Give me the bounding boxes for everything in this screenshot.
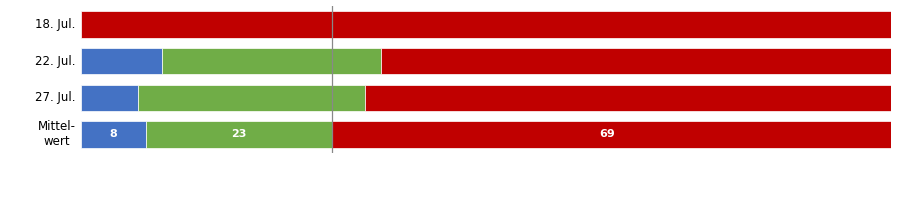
Bar bbox=[381, 48, 891, 74]
Text: 8: 8 bbox=[110, 129, 117, 139]
Bar bbox=[138, 85, 364, 111]
Bar bbox=[162, 48, 381, 74]
Bar bbox=[332, 121, 891, 148]
Text: 69: 69 bbox=[599, 129, 616, 139]
Bar bbox=[81, 48, 162, 74]
Bar bbox=[81, 121, 146, 148]
Bar bbox=[81, 11, 891, 38]
Bar bbox=[364, 85, 891, 111]
Text: 23: 23 bbox=[231, 129, 247, 139]
Bar bbox=[81, 85, 138, 111]
Bar bbox=[146, 121, 332, 148]
